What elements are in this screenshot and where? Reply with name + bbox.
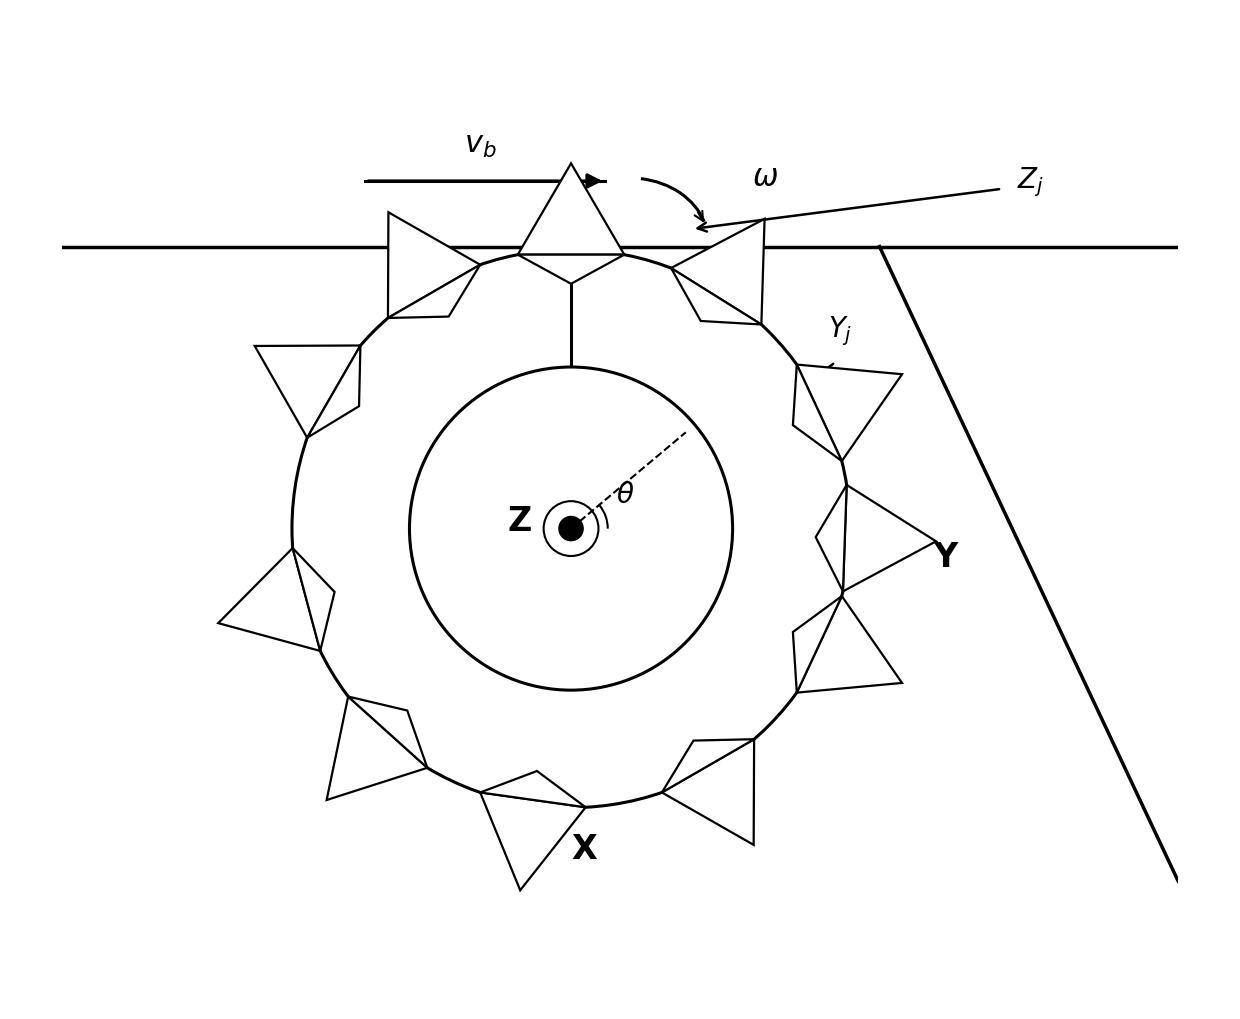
Text: $v_b$: $v_b$ <box>464 131 497 160</box>
Polygon shape <box>816 485 847 592</box>
Polygon shape <box>518 256 624 284</box>
Polygon shape <box>218 548 320 651</box>
Polygon shape <box>348 697 428 768</box>
Polygon shape <box>792 596 842 693</box>
Polygon shape <box>388 213 480 319</box>
Polygon shape <box>797 365 901 462</box>
Text: Z: Z <box>508 504 532 538</box>
Circle shape <box>291 251 851 808</box>
Polygon shape <box>792 365 842 462</box>
Polygon shape <box>62 20 1178 248</box>
Text: Y: Y <box>934 540 957 573</box>
Polygon shape <box>879 20 1178 248</box>
Polygon shape <box>797 596 901 693</box>
Text: $\omega$: $\omega$ <box>753 162 779 192</box>
Polygon shape <box>518 164 624 256</box>
Polygon shape <box>671 220 765 325</box>
Polygon shape <box>480 771 585 807</box>
Polygon shape <box>480 793 585 891</box>
Polygon shape <box>388 266 480 319</box>
Polygon shape <box>308 346 361 438</box>
Text: $Y_j$: $Y_j$ <box>828 315 852 348</box>
Text: $Z_j$: $Z_j$ <box>1017 165 1044 199</box>
Polygon shape <box>671 269 761 325</box>
Text: X: X <box>570 833 596 865</box>
Polygon shape <box>326 697 428 800</box>
Polygon shape <box>662 740 754 845</box>
Circle shape <box>559 518 583 541</box>
Polygon shape <box>843 485 936 592</box>
Circle shape <box>409 368 733 691</box>
Polygon shape <box>254 346 361 438</box>
Text: $\theta$: $\theta$ <box>616 481 634 508</box>
Polygon shape <box>662 740 754 793</box>
Polygon shape <box>293 548 335 651</box>
Polygon shape <box>879 20 1178 881</box>
